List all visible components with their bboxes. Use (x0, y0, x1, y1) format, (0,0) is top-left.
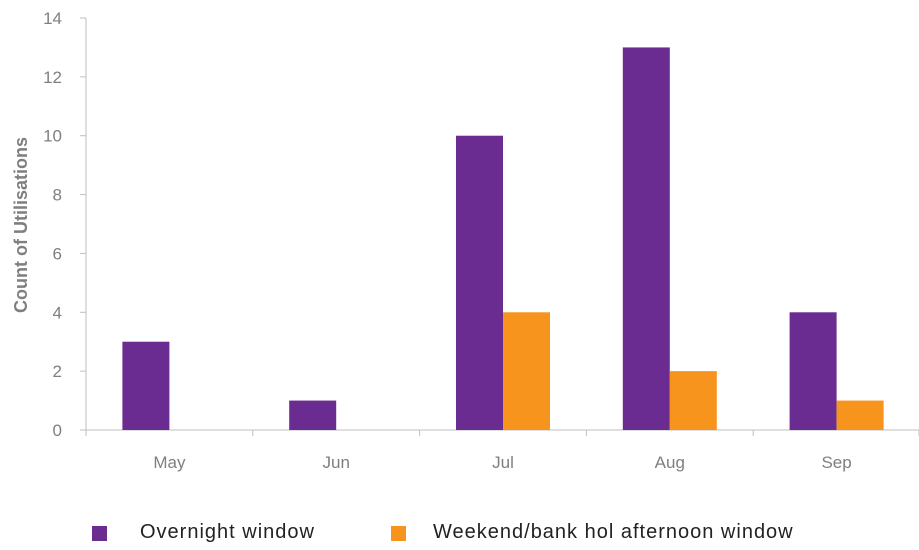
legend-label: Weekend/bank hol afternoon window (433, 521, 794, 543)
y-tick-label: 8 (53, 186, 62, 205)
y-tick-label: 2 (53, 362, 62, 381)
bar-weekend-aug (669, 371, 717, 430)
x-tick-label: Jun (322, 453, 349, 472)
y-tick-label: 6 (53, 244, 62, 263)
bar-overnight-aug (622, 47, 670, 431)
legend-swatch (391, 526, 406, 541)
y-tick-label: 12 (43, 68, 62, 87)
y-tick-label: 14 (43, 9, 62, 28)
bars (122, 47, 884, 431)
bar-overnight-sep (789, 312, 837, 430)
x-tick-label: Sep (821, 453, 851, 472)
y-tick-label: 0 (53, 421, 62, 440)
bar-overnight-may (122, 341, 170, 430)
x-axis: May Jun Jul Aug Sep (85, 429, 919, 472)
bar-overnight-jul (456, 135, 503, 430)
legend-swatch (92, 526, 107, 541)
x-tick-label: May (153, 453, 186, 472)
bar-overnight-jun (289, 400, 337, 430)
legend-label: Overnight window (140, 521, 315, 543)
bar-weekend-jul (503, 312, 550, 430)
x-tick-label: Aug (655, 453, 685, 472)
legend: Overnight window Weekend/bank hol afterno… (92, 521, 794, 543)
y-tick-label: 10 (43, 127, 62, 146)
y-axis-title: Count of Utilisations (11, 137, 31, 313)
y-tick-label: 4 (53, 303, 62, 322)
y-axis: 0 2 4 6 8 10 12 14 (43, 9, 87, 440)
x-tick-label: Jul (492, 453, 514, 472)
bar-weekend-sep (836, 400, 884, 430)
